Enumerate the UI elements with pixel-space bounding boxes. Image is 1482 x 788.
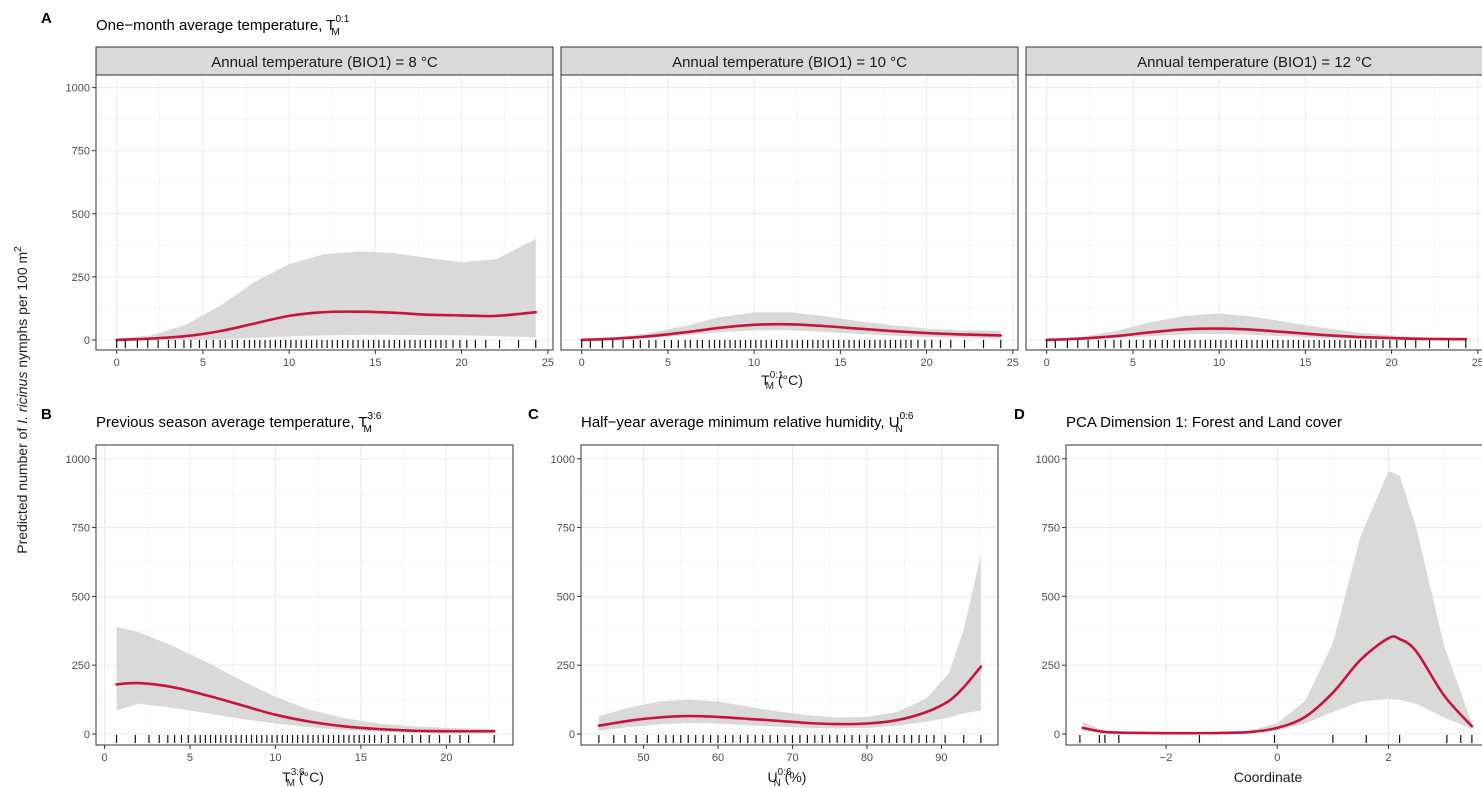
y-tick-label: 750 [1042, 523, 1060, 535]
y-tick-label: 250 [72, 272, 90, 284]
svg-text:Annual temperature (BIO1) = 8: Annual temperature (BIO1) = 8 °C [211, 54, 438, 71]
panel-title-c: Half−year average minimum relative humid… [581, 411, 914, 435]
y-tick-label: 750 [72, 146, 90, 158]
y-tick-label: 250 [557, 660, 575, 672]
panel-title-b: Previous season average temperature, T3:… [96, 411, 382, 435]
confidence-ribbon [598, 555, 981, 731]
panel-title-d: PCA Dimension 1: Forest and Land cover [1066, 414, 1342, 431]
y-tick-label: 500 [72, 209, 90, 221]
facet-strip-3: Annual temperature (BIO1) = 12 °C [1025, 46, 1482, 76]
plot-panel-a-facet-2: 0 5 10 15 20 25 [560, 74, 1019, 369]
x-tick-label: 5 [200, 357, 206, 369]
prediction-line [1045, 327, 1468, 342]
x-tick-label: 10 [1213, 357, 1225, 369]
panel-background [561, 75, 1018, 350]
plot-panel-c: 50 60 70 80 90 0 250 500 750 1000 [551, 444, 999, 764]
prediction-line [1081, 635, 1474, 735]
x-tick-label: 25 [1472, 357, 1482, 369]
y-tick-label: 1000 [551, 454, 575, 466]
panel-border [95, 74, 554, 351]
x-tick-label: 20 [1385, 357, 1397, 369]
confidence-ribbon [1082, 471, 1472, 734]
panel-background [1026, 75, 1482, 350]
panel-background [581, 445, 998, 745]
prediction-line [597, 665, 983, 727]
panel-border [580, 444, 999, 746]
y-tick-label: 1000 [66, 83, 90, 95]
panel-letter-a: A [41, 10, 52, 27]
panel-border [95, 444, 514, 746]
facet-strip-1: Annual temperature (BIO1) = 8 °C [95, 46, 554, 76]
x-tick-label: 15 [369, 357, 381, 369]
panel-letter-d: D [1014, 406, 1025, 423]
svg-text:Annual temperature (BIO1) = 10: Annual temperature (BIO1) = 10 °C [672, 54, 907, 71]
x-tick-label: 0 [579, 357, 585, 369]
y-tick-label: 500 [1042, 591, 1060, 603]
x-tick-label: 25 [1007, 357, 1019, 369]
x-tick-label: 90 [935, 752, 947, 764]
facet-strip-2: Annual temperature (BIO1) = 10 °C [560, 46, 1019, 76]
y-tick-label: 500 [557, 591, 575, 603]
x-tick-label: 80 [861, 752, 873, 764]
x-axis-label-a: T0:1 M (°C) [761, 370, 803, 392]
y-tick-label: 750 [557, 523, 575, 535]
x-tick-label: 10 [283, 357, 295, 369]
x-tick-label: 25 [542, 357, 554, 369]
x-tick-label: 0 [1044, 357, 1050, 369]
panel-letter-c: C [528, 406, 539, 423]
y-axis-label: Predicted number of I. ricinus nymphs pe… [13, 246, 30, 554]
plot-panel-b: 0 5 10 15 20 0 250 500 750 1000 [66, 444, 514, 764]
x-tick-label: 5 [1130, 357, 1136, 369]
prediction-line [115, 310, 538, 342]
x-tick-label: 5 [187, 752, 193, 764]
confidence-ribbon [116, 626, 495, 734]
y-tick-label: 250 [72, 660, 90, 672]
y-tick-label: 0 [569, 729, 575, 741]
svg-text:Annual temperature (BIO1) = 12: Annual temperature (BIO1) = 12 °C [1137, 54, 1372, 71]
plot-panel-d: −2 0 2 0 250 500 750 1000 [1036, 444, 1482, 764]
y-tick-label: 0 [1054, 729, 1060, 741]
panel-border [560, 74, 1019, 351]
panel-title-a: One−month average temperature, T0:1 M [96, 14, 350, 38]
y-tick-label: 0 [84, 335, 90, 347]
x-tick-label: 2 [1385, 752, 1391, 764]
x-tick-label: 10 [748, 357, 760, 369]
panel-letter-b: B [41, 406, 52, 423]
x-axis-label-d: Coordinate [1234, 769, 1303, 785]
y-tick-label: 750 [72, 523, 90, 535]
x-tick-label: 15 [355, 752, 367, 764]
x-tick-label: 60 [712, 752, 724, 764]
x-tick-label: 20 [440, 752, 452, 764]
prediction-line [580, 322, 1003, 342]
x-tick-label: 15 [834, 357, 846, 369]
plot-panel-a-facet-3: 0 5 10 15 20 25 [1025, 74, 1482, 369]
y-tick-label: 1000 [1036, 454, 1060, 466]
prediction-line [115, 681, 496, 733]
x-tick-label: 5 [665, 357, 671, 369]
x-tick-label: 0 [114, 357, 120, 369]
y-tick-label: 250 [1042, 660, 1060, 672]
panel-border [1065, 444, 1482, 746]
x-tick-label: 0 [101, 752, 107, 764]
x-tick-label: 0 [1274, 752, 1280, 764]
x-tick-label: 15 [1299, 357, 1311, 369]
y-tick-label: 500 [72, 591, 90, 603]
x-tick-label: 10 [269, 752, 281, 764]
x-axis-label-c: U0:6 N (%) [768, 767, 807, 788]
y-tick-label: 1000 [66, 454, 90, 466]
x-tick-label: 20 [455, 357, 467, 369]
x-tick-label: 70 [786, 752, 798, 764]
x-tick-label: 50 [637, 752, 649, 764]
x-axis-label-b: T3:6 M (°C) [282, 767, 324, 788]
y-tick-label: 0 [84, 729, 90, 741]
x-tick-label: −2 [1160, 752, 1173, 764]
x-tick-label: 20 [920, 357, 932, 369]
panel-border [1025, 74, 1482, 351]
